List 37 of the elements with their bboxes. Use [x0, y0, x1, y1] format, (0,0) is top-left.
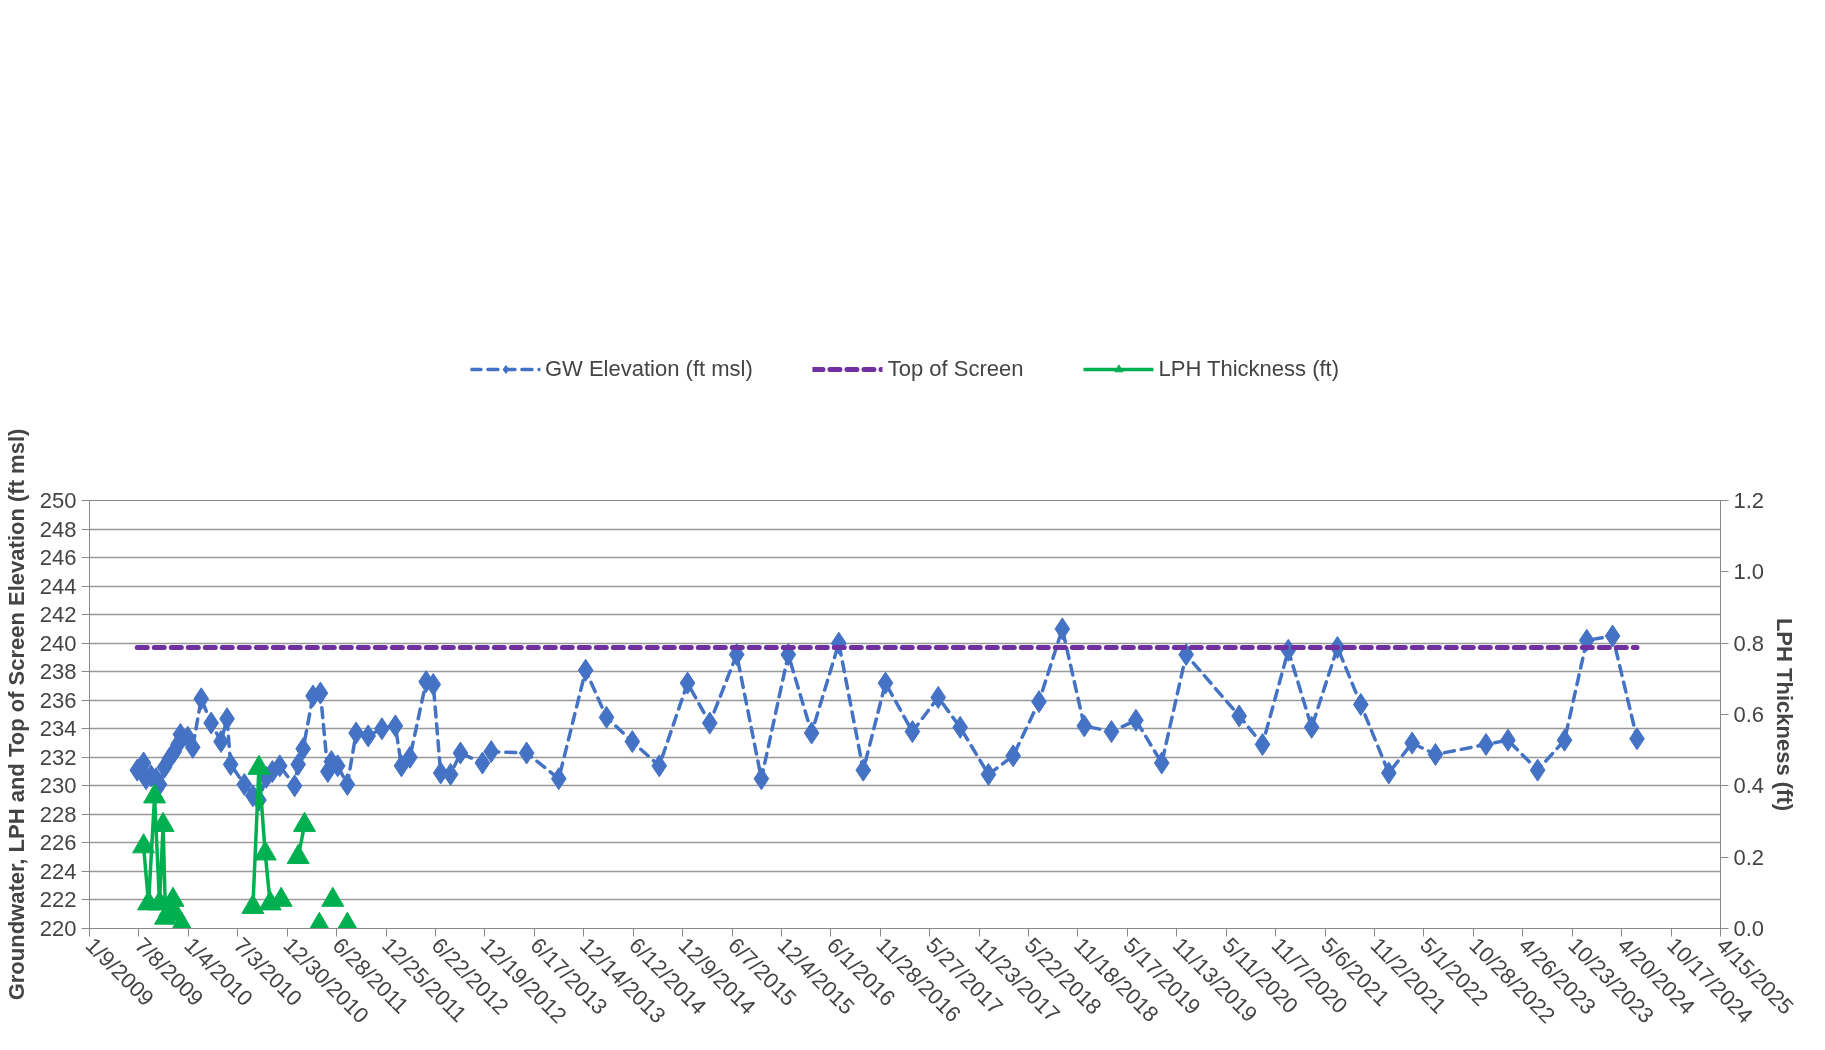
y2-tick-label: 0.8: [1733, 630, 1765, 656]
y-tick-label: 236: [39, 687, 77, 713]
y-axis-title: Groundwater, LPH and Top of Screen Elevation (ft msl): [3, 428, 29, 1001]
y-tick-label: 220: [39, 916, 77, 941]
y2-tick-label: 0.6: [1733, 702, 1765, 727]
y2-axis-title: LPH Thickness (ft): [1772, 617, 1798, 812]
y2-tick-label: 0.0: [1733, 916, 1765, 941]
y-tick-label: 222: [39, 887, 77, 913]
point: [321, 886, 345, 907]
y-tick-label: 228: [39, 801, 77, 827]
y2-tick-label: 0.4: [1733, 773, 1765, 799]
y-tick-label: 244: [39, 573, 77, 599]
y-tick-label: 250: [39, 488, 77, 513]
point: [132, 833, 156, 854]
y-tick-label: 232: [39, 744, 77, 770]
point: [293, 811, 316, 832]
point: [151, 811, 175, 832]
point: [143, 783, 167, 804]
y-tick-label: 248: [39, 516, 77, 542]
point: [253, 840, 277, 861]
legend-label: LPH Thickness (ft): [1158, 355, 1340, 382]
y-tick-label: 226: [39, 830, 77, 856]
y2-tick-label: 1.2: [1733, 488, 1765, 513]
legend-label: Top of Screen: [887, 355, 1024, 382]
y2-tick-label: 0.2: [1733, 844, 1765, 870]
y-tick-label: 240: [39, 630, 77, 656]
legend-label: GW Elevation (ft msl): [544, 355, 753, 382]
y-tick-label: 234: [39, 716, 77, 742]
y-tick-label: 246: [39, 545, 77, 571]
y-tick-label: 230: [39, 773, 77, 799]
point: [286, 843, 310, 865]
y-tick-label: 224: [39, 858, 77, 884]
y-tick-label: 242: [39, 602, 77, 628]
point: [247, 754, 271, 775]
y2-tick-label: 1.0: [1733, 559, 1765, 585]
y-tick-label: 238: [39, 659, 77, 685]
point: [241, 893, 265, 914]
